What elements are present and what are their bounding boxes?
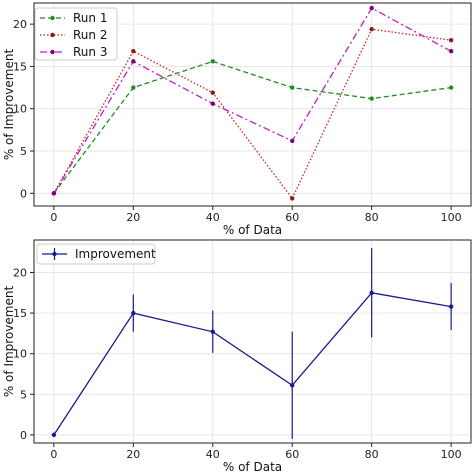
data-point: [290, 196, 295, 201]
data-point: [210, 59, 215, 64]
x-tick-label: 20: [126, 211, 140, 224]
data-point: [131, 310, 136, 316]
data-point: [51, 191, 57, 196]
data-point: [448, 85, 454, 90]
data-point: [448, 38, 454, 43]
y-tick-label: 10: [13, 348, 27, 361]
legend-label: Run 1: [73, 11, 107, 25]
legend-label: Run 3: [73, 45, 107, 59]
legend-item: Run 1: [40, 11, 107, 25]
y-tick-label: 20: [13, 266, 27, 279]
legend: Improvement: [36, 243, 156, 265]
legend-label: Improvement: [75, 247, 156, 261]
data-point: [51, 432, 57, 438]
x-tick-label: 60: [285, 211, 299, 224]
legend-marker: [52, 251, 57, 257]
series-line: [53, 60, 452, 194]
series-line: [53, 7, 452, 194]
y-tick-label: 5: [20, 388, 27, 401]
legend-item: Improvement: [42, 247, 156, 261]
data-point: [210, 90, 215, 95]
x-tick-label: 40: [206, 211, 220, 224]
x-tick-label: 100: [441, 448, 462, 461]
data-point: [290, 85, 295, 90]
legend-box: [36, 243, 156, 265]
x-tick-label: 80: [365, 211, 379, 224]
legend-marker: [50, 32, 55, 38]
series-1: [51, 248, 454, 439]
data-point: [369, 5, 374, 11]
data-point: [131, 85, 136, 90]
legend-marker: [50, 15, 55, 21]
data-point: [131, 49, 136, 54]
y-tick-label: 15: [13, 60, 27, 73]
y-tick-label: 15: [13, 307, 27, 320]
series-1: [51, 59, 454, 196]
y-axis-label: % of Improvement: [2, 286, 16, 398]
data-point: [210, 101, 215, 106]
x-tick-label: 100: [441, 211, 462, 224]
x-axis-label: % of Data: [223, 223, 282, 237]
legend-item: Run 2: [40, 28, 107, 42]
y-tick-label: 0: [20, 429, 27, 442]
y-tick-label: 0: [20, 187, 27, 200]
series-line: [53, 28, 452, 200]
y-tick-label: 20: [13, 18, 27, 31]
y-tick-label: 5: [20, 145, 27, 158]
x-tick-label: 20: [126, 448, 140, 461]
data-point: [131, 59, 136, 64]
x-tick-label: 0: [50, 211, 57, 224]
legend-marker: [50, 49, 55, 55]
series-3: [51, 5, 454, 196]
x-tick-label: 60: [285, 448, 299, 461]
data-point: [369, 290, 374, 295]
chart-panel-2: 0 20 40 60 80 100 0 5 10 15 20 % of Data % of Improv…: [2, 239, 472, 472]
legend-label: Run 2: [73, 28, 107, 42]
plot-frame: [33, 2, 472, 207]
x-axis-label: % of Data: [223, 460, 282, 472]
legend-box: [34, 7, 118, 61]
series-line: [53, 292, 452, 436]
x-tick-label: 40: [206, 448, 220, 461]
data-point: [369, 96, 374, 101]
data-point: [290, 138, 295, 144]
y-tick-label: 10: [13, 103, 27, 116]
x-tick-label: 80: [365, 448, 379, 461]
legend-item: Run 3: [40, 45, 107, 59]
chart-panel-1: 0 20 40 60 80 100 0 5 10 15 20 % of Data % of Improv…: [2, 2, 472, 237]
data-point: [210, 329, 215, 334]
data-point: [448, 304, 454, 309]
plot-frame: [33, 239, 472, 444]
legend: Run 1 Run 2 Run 3: [34, 7, 118, 61]
y-axis-label: % of Improvement: [2, 49, 16, 161]
data-point: [290, 383, 295, 388]
data-point: [369, 27, 374, 32]
data-point: [448, 49, 454, 54]
x-tick-label: 0: [50, 448, 57, 461]
